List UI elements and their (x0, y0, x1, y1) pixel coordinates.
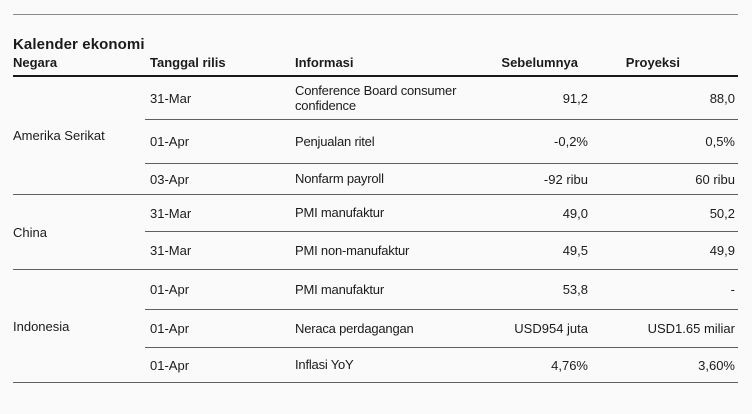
previous-value-cell: 91,2 (470, 77, 588, 120)
information-cell: Nonfarm payroll (290, 164, 470, 195)
projection-value-cell: 3,60% (588, 348, 738, 383)
page-title: Kalender ekonomi (13, 36, 145, 53)
projection-value-cell: USD1.65 miliar (588, 310, 738, 348)
release-date-cell: 31-Mar (145, 195, 290, 232)
top-divider (13, 14, 738, 15)
projection-value-cell: - (588, 270, 738, 310)
release-date-cell: 31-Mar (145, 232, 290, 270)
projection-value-cell: 50,2 (588, 195, 738, 232)
previous-value-cell: 49,5 (470, 232, 588, 270)
previous-value-cell: -0,2% (470, 120, 588, 164)
projection-value-cell: 88,0 (588, 77, 738, 120)
release-date-cell: 03-Apr (145, 164, 290, 195)
release-date-cell: 01-Apr (145, 348, 290, 383)
information-cell: Neraca perdagangan (290, 310, 470, 348)
projection-value-cell: 0,5% (588, 120, 738, 164)
projection-value-cell: 60 ribu (588, 164, 738, 195)
projection-value-cell: 49,9 (588, 232, 738, 270)
release-date-cell: 01-Apr (145, 310, 290, 348)
release-date-cell: 01-Apr (145, 120, 290, 164)
information-cell: Penjualan ritel (290, 120, 470, 164)
release-date-cell: 31-Mar (145, 77, 290, 120)
country-cell: China (13, 195, 145, 270)
country-cell: Amerika Serikat (13, 77, 145, 195)
column-header-tanggal-rilis: Tanggal rilis (145, 55, 290, 77)
column-header-proyeksi: Proyeksi (588, 55, 738, 77)
information-cell: PMI non-manufaktur (290, 232, 470, 270)
previous-value-cell: 53,8 (470, 270, 588, 310)
information-cell: PMI manufaktur (290, 270, 470, 310)
country-cell: Indonesia (13, 270, 145, 383)
previous-value-cell: USD954 juta (470, 310, 588, 348)
column-header-negara: Negara (13, 55, 145, 77)
previous-value-cell: 49,0 (470, 195, 588, 232)
column-header-informasi: Informasi (290, 55, 470, 77)
economic-calendar-table: Negara Tanggal rilis Informasi Sebelumny… (13, 55, 738, 383)
previous-value-cell: -92 ribu (470, 164, 588, 195)
previous-value-cell: 4,76% (470, 348, 588, 383)
column-header-sebelumnya: Sebelumnya (470, 55, 588, 77)
information-cell: Inflasi YoY (290, 348, 470, 383)
information-cell: Conference Board consumer confidence (290, 77, 470, 120)
release-date-cell: 01-Apr (145, 270, 290, 310)
information-cell: PMI manufaktur (290, 195, 470, 232)
